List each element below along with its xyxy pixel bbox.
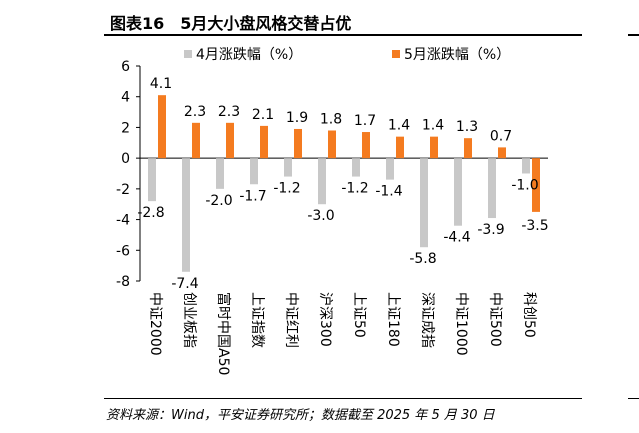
data-label-may: 1.4 bbox=[422, 118, 444, 134]
bar-april bbox=[420, 158, 428, 248]
legend-swatch-april bbox=[184, 50, 192, 58]
data-label-may: 1.7 bbox=[354, 113, 376, 129]
adjacent-figure-edge-bottom bbox=[628, 398, 639, 399]
data-label-april: -1.7 bbox=[239, 188, 266, 204]
bar-april bbox=[216, 158, 224, 189]
bar-may bbox=[226, 122, 234, 159]
adjacent-figure-edge bbox=[628, 8, 639, 36]
bar-april bbox=[352, 158, 360, 177]
data-label-may: 1.8 bbox=[320, 112, 342, 128]
data-label-april: -1.2 bbox=[341, 181, 368, 197]
data-label-may: 2.1 bbox=[252, 107, 274, 123]
data-label-april: -2.0 bbox=[205, 193, 232, 209]
data-label-april: -5.8 bbox=[409, 251, 436, 267]
bar-april bbox=[454, 158, 462, 226]
category-label: 科创50 bbox=[521, 292, 537, 338]
category-label: 上证指数 bbox=[249, 292, 265, 348]
bar-may bbox=[498, 147, 506, 159]
bar-april bbox=[182, 158, 190, 272]
data-label-april: -3.9 bbox=[477, 222, 504, 238]
bar-april bbox=[522, 158, 530, 174]
bar-may bbox=[260, 125, 268, 159]
bar-may bbox=[328, 130, 336, 159]
data-label-april: -1.2 bbox=[273, 181, 300, 197]
bar-may bbox=[192, 122, 200, 159]
category-label: 富时中国A50 bbox=[215, 292, 232, 375]
figure-title: 图表16 5月大小盘风格交替占优 bbox=[110, 14, 352, 33]
category-label: 中证红利 bbox=[283, 292, 299, 348]
category-label: 中证500 bbox=[487, 292, 503, 347]
y-tick-label: 0 bbox=[121, 151, 130, 167]
category-label: 沪深300 bbox=[317, 292, 333, 347]
data-label-may: 0.7 bbox=[490, 128, 512, 144]
source-footer: 资料来源：Wind，平安证券研究所；数据截至 2025 年 5 月 30 日 bbox=[104, 398, 582, 425]
chart-legend: 4月涨跌幅（%） 5月涨跌幅（%） bbox=[184, 47, 510, 63]
bar-may bbox=[294, 128, 302, 159]
data-label-april: -4.4 bbox=[443, 230, 470, 246]
legend-label-april: 4月涨跌幅（%） bbox=[196, 47, 302, 63]
bar-april bbox=[148, 158, 156, 202]
y-tick-label: 4 bbox=[121, 90, 130, 106]
chart-axes: 6 4 2 0 -2 -4 -6 -8 bbox=[116, 59, 548, 290]
bar-may bbox=[396, 136, 404, 159]
category-label: 上证180 bbox=[385, 292, 401, 347]
category-label: 深证成指 bbox=[419, 292, 435, 348]
y-tick-label: 2 bbox=[121, 120, 130, 136]
bar-april bbox=[318, 158, 326, 205]
legend-swatch-may bbox=[392, 50, 400, 58]
data-label-may: 1.4 bbox=[388, 118, 410, 134]
data-label-april: -3.0 bbox=[307, 208, 334, 224]
source-note: 资料来源：Wind，平安证券研究所；数据截至 2025 年 5 月 30 日 bbox=[106, 408, 495, 423]
data-label-april: -1.0 bbox=[511, 178, 538, 194]
data-label-may: 1.9 bbox=[286, 110, 308, 126]
bar-may bbox=[362, 132, 370, 159]
category-label: 创业板指 bbox=[181, 292, 197, 348]
data-label-april: -2.8 bbox=[137, 205, 164, 221]
data-label-may: 1.3 bbox=[456, 119, 478, 135]
chart-category-labels: 中证2000 创业板指 富时中国A50 上证指数 中证红利 沪深300 上证50 上证180 深… bbox=[147, 292, 537, 375]
legend-label-may: 5月涨跌幅（%） bbox=[404, 47, 510, 63]
bar-may bbox=[532, 158, 540, 212]
data-label-april: -7.4 bbox=[171, 276, 198, 292]
data-label-april: -1.4 bbox=[375, 184, 402, 200]
y-tick-label: -8 bbox=[116, 274, 130, 290]
bar-april bbox=[284, 158, 292, 177]
category-label: 中证2000 bbox=[147, 292, 163, 356]
bar-may bbox=[158, 95, 166, 159]
y-tick-label: -6 bbox=[116, 243, 130, 259]
chart-data-labels: -2.8 4.1 -7.4 2.3 -2.0 2.3 -1.7 2.1 -1.2 1.9 -3.0 1… bbox=[137, 76, 548, 292]
bar-april bbox=[488, 158, 496, 219]
category-label: 中证1000 bbox=[453, 292, 469, 356]
bar-may bbox=[464, 138, 472, 159]
data-label-may: -3.5 bbox=[521, 218, 548, 234]
data-label-may: 2.3 bbox=[218, 104, 240, 120]
chart-bars bbox=[148, 95, 540, 272]
data-label-may: 2.3 bbox=[184, 104, 206, 120]
y-tick-label: 6 bbox=[121, 59, 130, 75]
bar-may bbox=[430, 136, 438, 159]
data-label-may: 4.1 bbox=[150, 76, 172, 92]
bar-april bbox=[250, 158, 258, 185]
category-label: 上证50 bbox=[351, 292, 367, 338]
y-tick-label: -2 bbox=[116, 182, 130, 198]
bar-april bbox=[386, 158, 394, 180]
y-tick-label: -4 bbox=[116, 213, 130, 229]
figure-title-bar: 图表16 5月大小盘风格交替占优 bbox=[104, 8, 582, 36]
